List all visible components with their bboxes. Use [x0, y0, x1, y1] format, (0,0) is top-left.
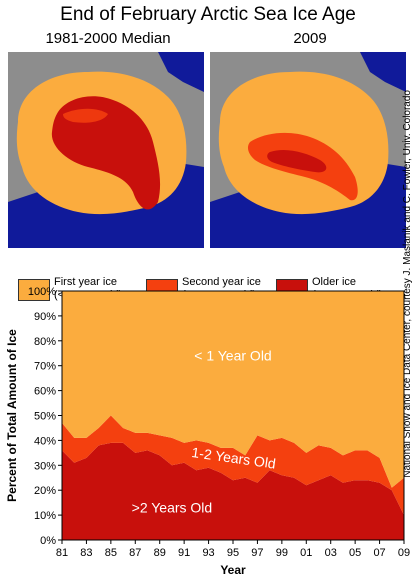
- legend-label: Second year ice: [182, 276, 261, 288]
- plot-frame: [61, 290, 405, 541]
- map-right-title: 2009: [293, 30, 327, 47]
- x-tick-label: 99: [276, 547, 288, 559]
- y-tick-label: 100%: [28, 286, 56, 298]
- x-tick-label: 95: [227, 547, 239, 559]
- x-tick-label: 03: [325, 547, 337, 559]
- page-title: End of February Arctic Sea Ice Age: [60, 4, 356, 25]
- ice-map-2009: [210, 52, 406, 248]
- y-tick-label: 20%: [34, 485, 56, 497]
- older-ice-region: [51, 96, 161, 210]
- map-left-title: 1981-2000 Median: [45, 30, 171, 47]
- ocean-area-north: [158, 52, 204, 92]
- area-first-year: [62, 291, 404, 488]
- y-tick-label: 70%: [34, 361, 56, 373]
- y-tick-label: 30%: [34, 460, 56, 472]
- x-tick-label: 91: [178, 547, 190, 559]
- x-tick-label: 83: [80, 547, 92, 559]
- legend-swatch-first-year: [18, 279, 50, 301]
- x-tick-label: 85: [105, 547, 117, 559]
- legend-label: Older ice: [312, 276, 357, 288]
- y-tick-label: 10%: [34, 510, 56, 522]
- area-second-year: [62, 415, 404, 516]
- series-label-older: >2 Years Old: [132, 500, 213, 516]
- x-tick-label: 97: [251, 547, 263, 559]
- chart-x-ticks: 81 83 85 87 89 91 93 95 97 99 01 03 05 07 09: [56, 540, 410, 559]
- x-tick-label: 93: [202, 547, 214, 559]
- x-tick-label: 81: [56, 547, 68, 559]
- x-tick-label: 87: [129, 547, 141, 559]
- y-tick-label: 40%: [34, 435, 56, 447]
- chart-areas: [62, 291, 404, 540]
- x-tick-label: 89: [154, 547, 166, 559]
- legend-label: First year ice: [54, 276, 117, 288]
- ocean-area-north: [360, 52, 406, 92]
- chart-y-ticks: 0% 10% 20% 30% 40% 50% 60% 70% 80% 90% 100%: [28, 286, 62, 547]
- series-label-first-year: < 1 Year Old: [194, 348, 271, 364]
- y-tick-label: 90%: [34, 311, 56, 323]
- x-axis-label: Year: [220, 563, 246, 577]
- y-tick-label: 0%: [40, 535, 56, 547]
- x-tick-label: 01: [300, 547, 312, 559]
- y-tick-label: 80%: [34, 336, 56, 348]
- y-tick-label: 60%: [34, 386, 56, 398]
- x-tick-label: 05: [349, 547, 361, 559]
- y-axis-label: Percent of Total Amount of Ice: [5, 329, 19, 502]
- ice-map-1981-2000: [8, 52, 204, 248]
- y-tick-label: 50%: [34, 411, 56, 423]
- older-ice-region: [267, 149, 327, 173]
- area-older: [62, 442, 404, 540]
- x-tick-label: 07: [373, 547, 385, 559]
- second-year-ice-region: [63, 108, 108, 123]
- x-tick-label: 09: [398, 547, 410, 559]
